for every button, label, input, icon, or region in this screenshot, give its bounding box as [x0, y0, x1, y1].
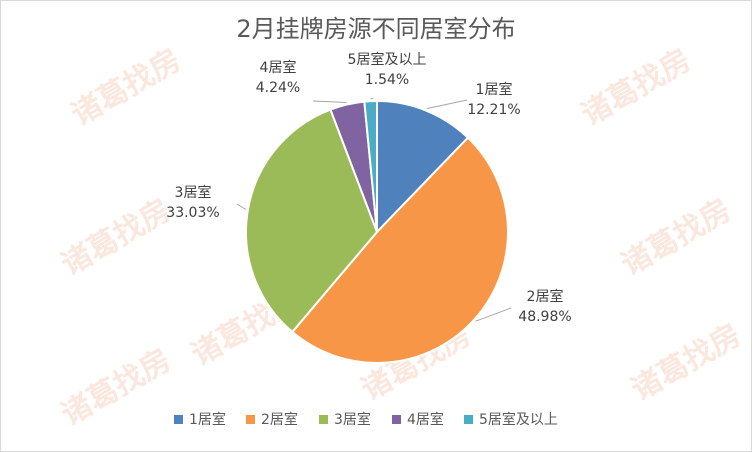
legend-swatch [246, 415, 255, 424]
pie-slice [290, 136, 509, 364]
legend-swatch [392, 415, 401, 424]
legend-label: 3居室 [334, 411, 371, 428]
data-label-value: 33.03% [166, 205, 219, 221]
watermark-text: 诸葛找房 [56, 193, 177, 283]
data-label-category: 1居室 [476, 81, 513, 98]
data-label-category: 2居室 [527, 288, 564, 305]
legend-label: 2居室 [261, 411, 298, 428]
pie-slice [376, 99, 470, 235]
pie-slice [363, 99, 378, 233]
data-label-value: 48.98% [518, 309, 571, 325]
legend-swatch [174, 415, 183, 424]
data-label-category: 3居室 [175, 184, 212, 201]
watermark-text: 诸葛找房 [616, 193, 737, 283]
legend-label: 1居室 [189, 411, 226, 428]
watermark-text: 诸葛找房 [576, 43, 697, 133]
legend-label: 5居室及以上 [479, 411, 558, 428]
leader-lines [236, 97, 512, 322]
leader-line [312, 100, 347, 103]
data-label-category: 4居室 [260, 59, 297, 76]
pie-slices [245, 99, 509, 364]
legend: 1居室 2居室 3居室 4居室 5居室及以上 [174, 411, 558, 428]
data-labels: 1居室 12.21% 2居室 48.98% 3居室 33.03% 4居室 4.24% 5居室及以… [166, 51, 571, 325]
leader-line [475, 307, 512, 322]
leader-line [236, 203, 247, 210]
legend-swatch [319, 415, 328, 424]
watermark-text: 诸葛找房 [66, 43, 187, 133]
chart-title: 2月挂牌房源不同居室分布 [236, 15, 515, 43]
data-label-category: 5居室及以上 [348, 51, 427, 68]
leader-line [426, 99, 468, 110]
data-label-value: 1.54% [365, 72, 409, 88]
watermark-text: 诸葛找房 [626, 318, 747, 408]
watermark-text: 诸葛找房 [56, 343, 177, 433]
leader-line [370, 97, 374, 100]
pie-slice [245, 108, 379, 334]
legend-label: 4居室 [407, 411, 444, 428]
data-label-value: 12.21% [467, 102, 520, 118]
legend-swatch [464, 415, 473, 424]
data-label-value: 4.24% [256, 80, 300, 96]
